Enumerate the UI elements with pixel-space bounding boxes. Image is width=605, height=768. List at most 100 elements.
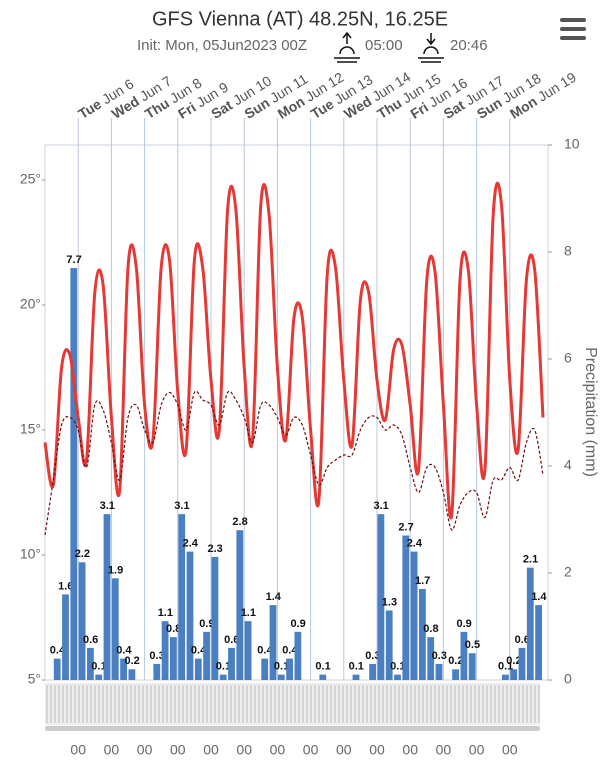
precip-label: 0.4 bbox=[116, 645, 132, 657]
y-tick-label: 10° bbox=[20, 546, 41, 562]
precip-bar bbox=[236, 530, 244, 680]
precip-bar bbox=[526, 567, 534, 680]
precip-label: 1.3 bbox=[382, 596, 397, 608]
sunrise-icon bbox=[334, 31, 360, 63]
precip-bar bbox=[161, 621, 169, 680]
precip-bar bbox=[402, 535, 410, 680]
precip-label: 0.1 bbox=[315, 661, 330, 673]
scrollbar[interactable] bbox=[45, 726, 540, 731]
time-label: 00 bbox=[303, 742, 319, 758]
precip-label: 0.9 bbox=[291, 618, 306, 630]
dewpoint-line bbox=[44, 390, 544, 536]
precip-label: 3.1 bbox=[100, 500, 115, 512]
time-label: 00 bbox=[502, 742, 518, 758]
precip-bar bbox=[244, 621, 252, 680]
precip-label: 3.1 bbox=[374, 500, 389, 512]
precip-bar bbox=[87, 647, 94, 680]
precip-label: 1.6 bbox=[58, 580, 73, 592]
precip-label: 0.4 bbox=[257, 645, 273, 657]
precip-label: 0.4 bbox=[282, 645, 298, 657]
precip-label: 1.7 bbox=[415, 575, 430, 587]
precip-label: 0.9 bbox=[457, 618, 472, 630]
precip-label: 0.2 bbox=[125, 655, 140, 667]
precip-bar bbox=[460, 631, 468, 680]
precip-bar bbox=[128, 669, 136, 680]
precip-label: 2.4 bbox=[407, 538, 423, 550]
precip-bar bbox=[203, 631, 210, 680]
precip-bar bbox=[286, 658, 293, 680]
sunset-icon bbox=[418, 33, 444, 63]
precip-label: 0.6 bbox=[224, 634, 239, 646]
precip-bar bbox=[419, 589, 426, 680]
precip-bar bbox=[95, 674, 103, 680]
precip-bar bbox=[62, 594, 69, 680]
time-label: 00 bbox=[270, 742, 286, 758]
precip-label: 2.8 bbox=[232, 516, 247, 528]
precip-bar bbox=[103, 514, 111, 680]
sunrise-time: 05:00 bbox=[365, 37, 403, 54]
y-tick-label: 20° bbox=[20, 296, 41, 312]
precip-bar bbox=[518, 647, 526, 680]
precip-label: 1.1 bbox=[158, 607, 173, 619]
time-label: 00 bbox=[236, 742, 252, 758]
title: GFS Vienna (AT) 48.25N, 16.25E bbox=[152, 8, 448, 30]
precip-bar bbox=[385, 610, 393, 680]
precip-label: 3.1 bbox=[174, 500, 189, 512]
precip-bar bbox=[294, 631, 302, 680]
y2-tick-label: 0 bbox=[564, 671, 572, 687]
y2-tick-label: 2 bbox=[564, 564, 572, 580]
time-label: 00 bbox=[203, 742, 219, 758]
menu-button[interactable] bbox=[560, 18, 586, 40]
time-label: 00 bbox=[137, 742, 153, 758]
sunset-time: 20:46 bbox=[450, 37, 488, 54]
y2-axis-label: Precipitation (mm) bbox=[582, 347, 599, 477]
precip-label: 0.3 bbox=[149, 650, 164, 662]
y-tick-label: 15° bbox=[20, 421, 41, 437]
precip-label: 1.4 bbox=[531, 591, 547, 603]
time-label: 00 bbox=[402, 742, 418, 758]
precip-bar bbox=[427, 637, 435, 680]
precip-bar bbox=[277, 674, 285, 680]
precip-label: 0.1 bbox=[498, 661, 513, 673]
precip-label: 0.1 bbox=[91, 661, 106, 673]
precip-bar bbox=[111, 578, 119, 680]
time-label: 00 bbox=[469, 742, 485, 758]
precip-label: 2.1 bbox=[523, 554, 538, 566]
precip-label: 0.5 bbox=[465, 639, 480, 651]
precip-bar bbox=[261, 658, 269, 680]
precip-label: 0.1 bbox=[390, 661, 405, 673]
precip-label: 2.3 bbox=[208, 543, 223, 555]
precip-label: 0.9 bbox=[199, 618, 214, 630]
precip-label: 2.2 bbox=[75, 548, 90, 560]
time-label: 00 bbox=[436, 742, 452, 758]
precip-bar bbox=[153, 663, 161, 680]
time-label: 00 bbox=[336, 742, 352, 758]
precip-bar bbox=[228, 647, 235, 680]
y-tick-label: 25° bbox=[20, 171, 41, 187]
precip-bar bbox=[186, 551, 194, 680]
precip-label: 0.8 bbox=[166, 623, 181, 635]
time-label: 00 bbox=[170, 742, 186, 758]
precip-bar bbox=[120, 658, 127, 680]
precip-label: 1.1 bbox=[241, 607, 256, 619]
y2-tick-label: 6 bbox=[564, 350, 572, 366]
subtitle: Init: Mon, 05Jun2023 00Z bbox=[137, 37, 307, 54]
precip-label: 7.7 bbox=[66, 254, 81, 266]
precip-label: 1.4 bbox=[266, 591, 282, 603]
day-date: Jun 19 bbox=[535, 68, 579, 104]
y2-tick-label: 10 bbox=[564, 136, 580, 152]
precip-label: 0.2 bbox=[448, 655, 463, 667]
precip-label: 0.3 bbox=[432, 650, 447, 662]
precip-bar bbox=[269, 605, 277, 680]
precip-bar bbox=[410, 551, 418, 680]
precip-label: 2.4 bbox=[183, 538, 199, 550]
precip-bar bbox=[194, 658, 202, 680]
y2-tick-label: 4 bbox=[564, 457, 572, 473]
precip-label: 0.6 bbox=[83, 634, 98, 646]
precip-bar bbox=[219, 674, 227, 680]
precip-bar bbox=[435, 663, 443, 680]
precip-bar bbox=[211, 556, 219, 680]
precip-bar bbox=[53, 658, 61, 680]
precip-label: 0.3 bbox=[365, 650, 380, 662]
